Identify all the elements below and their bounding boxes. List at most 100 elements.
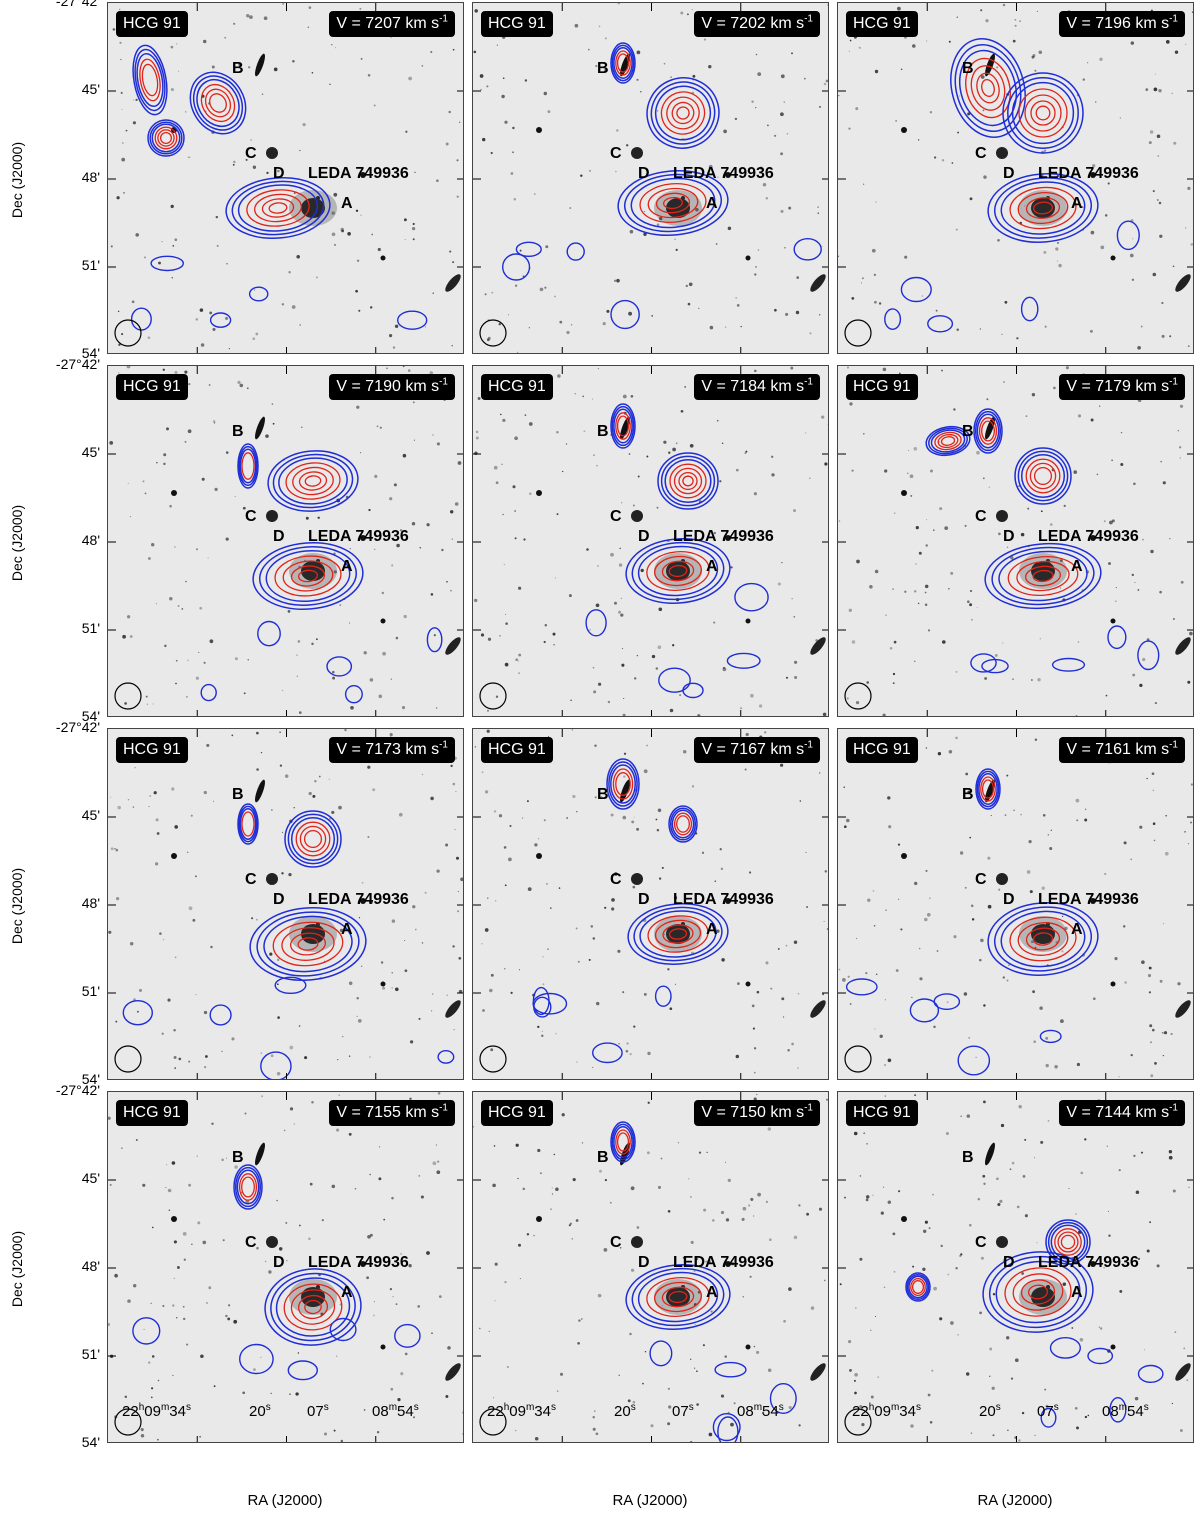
field-star — [793, 509, 796, 513]
field-star — [783, 1319, 786, 1323]
field-star — [340, 227, 344, 232]
field-star — [924, 917, 928, 922]
field-star — [1030, 940, 1034, 944]
field-star — [292, 59, 295, 63]
field-star — [1002, 642, 1004, 644]
field-star — [673, 896, 678, 900]
field-star — [1145, 88, 1149, 91]
field-star — [1096, 473, 1099, 476]
ra-tick-label: 22h09m34s — [487, 1402, 556, 1420]
ra-value: 07 — [672, 1403, 689, 1420]
field-star — [667, 968, 670, 971]
field-star — [628, 311, 632, 316]
field-star — [636, 827, 640, 831]
field-star — [566, 330, 570, 335]
field-star — [308, 791, 312, 796]
galaxy-label-d: D — [273, 1254, 285, 1271]
field-star — [755, 106, 757, 109]
field-star — [892, 682, 895, 684]
field-star — [1079, 1338, 1084, 1342]
field-star — [933, 1025, 936, 1029]
field-star — [457, 891, 459, 893]
field-star — [668, 1405, 672, 1409]
hi-contour-inner — [616, 1132, 630, 1152]
field-star — [1010, 1377, 1014, 1380]
field-star — [277, 1016, 280, 1019]
field-star — [724, 326, 727, 328]
galaxy-b — [255, 779, 265, 803]
galaxy-label-c: C — [610, 871, 622, 888]
hi-contour-inner — [981, 420, 995, 442]
field-star — [893, 1270, 896, 1273]
velocity-badge: V = 7184 km s-1 — [694, 374, 820, 400]
field-star — [203, 1010, 208, 1015]
field-star — [646, 744, 648, 747]
field-star — [498, 323, 501, 326]
field-star — [983, 1004, 986, 1007]
field-star — [399, 529, 403, 532]
field-star — [650, 1424, 654, 1428]
field-star — [727, 226, 732, 231]
ra-tick-label: 08m54s — [737, 1402, 784, 1420]
field-star — [481, 771, 484, 774]
field-star — [924, 1220, 928, 1224]
field-star — [1000, 1123, 1005, 1128]
field-star — [611, 907, 615, 911]
velocity-unit: km s — [405, 15, 440, 32]
field-star — [436, 179, 439, 183]
field-star — [754, 369, 757, 373]
field-star — [265, 434, 269, 438]
field-star — [553, 643, 555, 646]
hi-contour-inner — [1057, 1231, 1079, 1253]
field-star — [1065, 366, 1069, 370]
field-star — [367, 74, 371, 77]
galaxy-a-halo — [654, 1279, 702, 1315]
field-star — [1006, 774, 1009, 777]
field-star — [771, 473, 775, 477]
field-star — [628, 453, 631, 455]
field-star — [874, 1028, 876, 1030]
field-star — [742, 1296, 745, 1298]
field-star — [1179, 404, 1184, 408]
field-star — [452, 945, 455, 948]
field-star — [898, 372, 901, 375]
field-star — [684, 385, 687, 388]
dec-tick-label: -27°42' — [55, 1082, 100, 1098]
velocity-badge: V = 7167 km s-1 — [694, 737, 820, 763]
velocity-unit: km s — [405, 741, 440, 758]
velocity-badge: V = 7173 km s-1 — [329, 737, 455, 763]
field-star — [950, 1321, 954, 1325]
field-star — [335, 1355, 338, 1357]
field-star — [121, 157, 126, 162]
field-star — [187, 429, 192, 434]
field-star — [765, 197, 769, 200]
field-star — [1152, 789, 1155, 792]
field-star — [794, 675, 798, 680]
field-star — [734, 117, 738, 121]
field-star — [620, 597, 623, 600]
field-star — [783, 1016, 785, 1018]
ra-axis-title: RA (J2000) — [977, 1492, 1053, 1509]
field-star — [409, 1097, 412, 1101]
hi-contour-inner — [204, 88, 232, 118]
field-star — [880, 1211, 884, 1215]
bright-star — [745, 981, 751, 987]
channel-panel: B C D LEDA 749936 A HCG 91 V = 7144 km s-1 — [837, 1091, 1194, 1443]
field-star — [798, 1424, 801, 1427]
beam-ellipse — [844, 1045, 872, 1073]
field-star — [207, 557, 209, 559]
field-star — [1161, 301, 1164, 305]
field-star — [493, 1397, 495, 1399]
field-star — [293, 192, 296, 195]
field-star — [929, 897, 931, 899]
hi-contour-inner — [673, 467, 703, 495]
field-star — [551, 1193, 554, 1195]
noise-contour — [150, 255, 184, 272]
bright-star — [380, 981, 386, 987]
field-star — [504, 968, 506, 970]
hi-contour-inner — [289, 932, 327, 956]
field-star — [912, 1265, 915, 1268]
field-star — [618, 1043, 620, 1045]
field-star — [480, 88, 482, 91]
dec-axis-title: Dec (J2000) — [9, 504, 25, 582]
